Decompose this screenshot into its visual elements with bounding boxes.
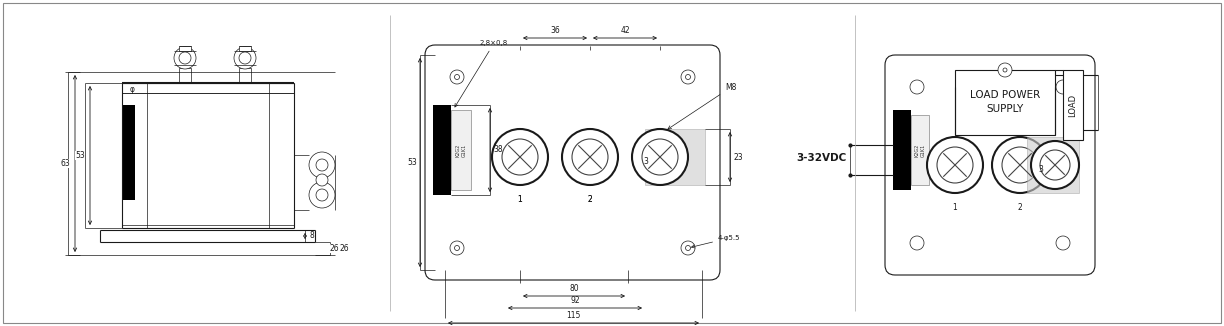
Text: 26: 26 xyxy=(329,244,339,253)
Text: 80: 80 xyxy=(569,284,579,293)
Circle shape xyxy=(909,236,924,250)
Text: 38: 38 xyxy=(493,145,503,155)
Text: 23: 23 xyxy=(733,153,743,161)
Text: 36: 36 xyxy=(550,26,559,35)
Circle shape xyxy=(685,75,690,80)
Text: φ: φ xyxy=(130,85,135,95)
Circle shape xyxy=(316,189,328,201)
Text: K2G2
G1K1: K2G2 G1K1 xyxy=(455,143,466,156)
Circle shape xyxy=(174,47,196,69)
Text: 53: 53 xyxy=(75,151,84,160)
Bar xyxy=(433,105,450,195)
Text: 4-φ5.5: 4-φ5.5 xyxy=(692,235,741,248)
Circle shape xyxy=(632,129,688,185)
Circle shape xyxy=(685,245,690,250)
Bar xyxy=(645,129,705,185)
Circle shape xyxy=(502,139,539,175)
Text: 42: 42 xyxy=(621,26,630,35)
Circle shape xyxy=(991,137,1048,193)
Circle shape xyxy=(927,137,983,193)
Circle shape xyxy=(998,63,1012,77)
Bar xyxy=(122,105,135,200)
Circle shape xyxy=(1056,236,1070,250)
Circle shape xyxy=(1040,150,1070,180)
Circle shape xyxy=(308,182,335,208)
Text: 8: 8 xyxy=(310,231,315,241)
Circle shape xyxy=(681,70,695,84)
Circle shape xyxy=(643,139,678,175)
Circle shape xyxy=(681,241,695,255)
Bar xyxy=(239,68,251,83)
Circle shape xyxy=(316,174,328,186)
Text: 2: 2 xyxy=(588,195,592,204)
Text: 63: 63 xyxy=(60,159,70,168)
Text: M8: M8 xyxy=(668,83,737,129)
Bar xyxy=(239,46,251,51)
Text: 115: 115 xyxy=(567,311,580,320)
Text: K2G2
G1K1: K2G2 G1K1 xyxy=(914,143,925,156)
Circle shape xyxy=(938,147,973,183)
Circle shape xyxy=(239,52,251,64)
Bar xyxy=(911,115,929,185)
Text: 26: 26 xyxy=(339,244,349,253)
Text: 3: 3 xyxy=(1038,166,1043,174)
Circle shape xyxy=(909,80,924,94)
Text: 1: 1 xyxy=(518,195,523,204)
Circle shape xyxy=(562,129,618,185)
Text: 2: 2 xyxy=(588,195,592,204)
Bar xyxy=(450,110,471,190)
Circle shape xyxy=(454,75,459,80)
Text: 2: 2 xyxy=(1017,203,1022,212)
Text: LOAD: LOAD xyxy=(1069,94,1077,117)
Circle shape xyxy=(1002,68,1007,72)
Circle shape xyxy=(572,139,608,175)
Circle shape xyxy=(492,129,548,185)
Circle shape xyxy=(454,245,459,250)
Text: 3-32VDC: 3-32VDC xyxy=(797,153,847,163)
Circle shape xyxy=(450,70,464,84)
Circle shape xyxy=(1031,141,1080,189)
Circle shape xyxy=(308,152,335,178)
Text: 1: 1 xyxy=(952,203,957,212)
Bar xyxy=(179,68,191,83)
Bar xyxy=(894,110,911,190)
Text: 2,8×0,8: 2,8×0,8 xyxy=(455,40,508,107)
Circle shape xyxy=(450,241,464,255)
Text: LOAD POWER
SUPPLY: LOAD POWER SUPPLY xyxy=(969,91,1040,114)
Bar xyxy=(179,46,191,51)
Circle shape xyxy=(316,159,328,171)
Bar xyxy=(955,70,1055,135)
Text: 53: 53 xyxy=(408,158,417,167)
Circle shape xyxy=(234,47,256,69)
Bar xyxy=(1027,137,1080,193)
FancyBboxPatch shape xyxy=(425,45,720,280)
Circle shape xyxy=(1002,147,1038,183)
Text: 1: 1 xyxy=(518,195,523,204)
FancyBboxPatch shape xyxy=(885,55,1095,275)
Circle shape xyxy=(179,52,191,64)
Text: 3: 3 xyxy=(643,157,647,167)
Circle shape xyxy=(1056,80,1070,94)
Bar xyxy=(1062,70,1083,140)
Text: 92: 92 xyxy=(570,296,580,305)
